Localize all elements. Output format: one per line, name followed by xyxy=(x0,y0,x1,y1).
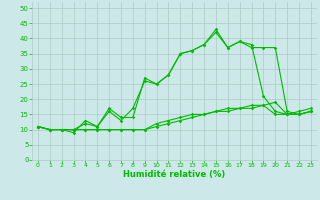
X-axis label: Humidité relative (%): Humidité relative (%) xyxy=(123,170,226,179)
